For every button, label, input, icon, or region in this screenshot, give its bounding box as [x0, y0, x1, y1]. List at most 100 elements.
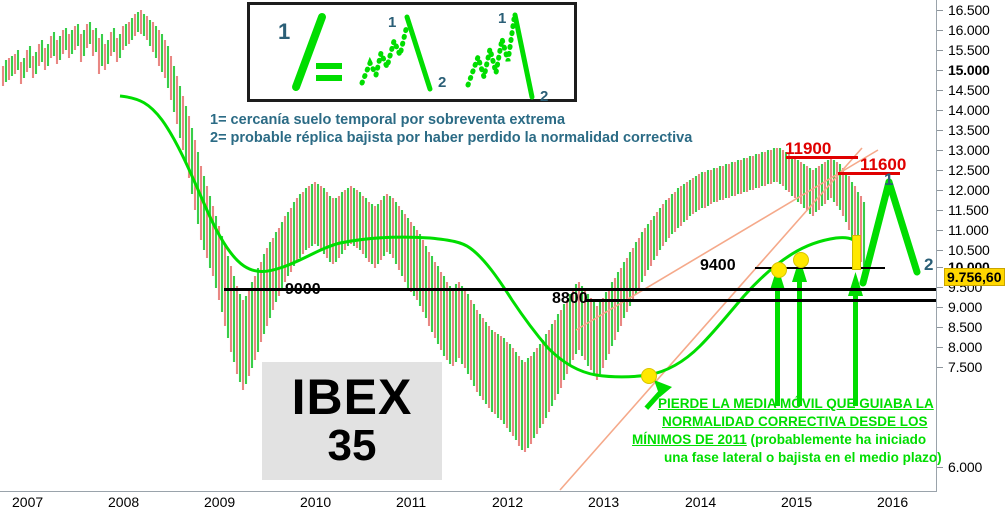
- marker-dot-9400-low: [771, 262, 787, 278]
- green-arrows: [644, 258, 863, 410]
- caption-line-3: MÍNIMOS DE 2011 (probablemente ha inicia…: [632, 432, 927, 447]
- pattern-a: [359, 14, 433, 92]
- x-axis-label: 2014: [685, 494, 717, 510]
- instrument-badge: IBEX 35: [262, 362, 442, 480]
- y-axis-tick: [937, 70, 943, 71]
- y-axis-label: 10.500: [948, 242, 990, 258]
- y-axis-label: 16.000: [948, 22, 990, 38]
- y-axis-tick: [937, 50, 943, 51]
- last-price-badge: 9.756,60: [944, 268, 1005, 286]
- y-axis-label: 14.500: [948, 82, 990, 98]
- y-axis-label: 6.000: [948, 459, 983, 475]
- arrow-up-2: [792, 258, 807, 406]
- y-axis-label: 16.500: [948, 2, 990, 18]
- y-axis-tick: [937, 210, 943, 211]
- y-axis-tick: [937, 190, 943, 191]
- x-axis-label: 2008: [108, 494, 140, 510]
- legend-symbol-number: 1: [278, 19, 290, 44]
- y-axis-tick: [937, 267, 943, 268]
- y-axis-label: 8.000: [948, 339, 983, 355]
- instrument-name: IBEX: [291, 368, 413, 425]
- x-axis-label: 2012: [492, 494, 524, 510]
- channel-lower-line: [559, 147, 863, 491]
- y-axis-tick: [937, 307, 943, 308]
- pattern-legend-box: 1 1 2 1 2: [247, 2, 577, 105]
- projection-zigzag: [859, 178, 921, 287]
- price-label-11900: 11900: [785, 139, 832, 158]
- y-axis-tick: [937, 130, 943, 131]
- y-axis-tick: [937, 170, 943, 171]
- price-label-9400: 9400: [700, 257, 736, 274]
- x-axis-label: 2015: [781, 494, 813, 510]
- slash-symbol: [292, 13, 326, 91]
- x-axis-label: 2011: [396, 494, 427, 510]
- y-axis-line: [936, 0, 937, 491]
- annotation-line-1: 1= cercanía suelo temporal por sobrevent…: [210, 112, 566, 128]
- price-label-8800: 8800: [552, 290, 588, 307]
- marker-dot-9400-high: [793, 252, 809, 268]
- arrow-to-ma-dot: [644, 380, 672, 410]
- y-axis-label: 11.500: [948, 202, 989, 218]
- caption-line-4: una fase lateral o bajista en el medio p…: [664, 450, 942, 465]
- arrow-up-1: [770, 266, 785, 406]
- y-axis-label: 15.500: [948, 42, 990, 58]
- price-label-11600: 11600: [860, 155, 907, 174]
- caption-line-3-rest: (probablemente ha iniciado: [746, 432, 927, 447]
- equals-bar-top: [316, 63, 342, 69]
- resistance-line-11900: [786, 156, 858, 159]
- y-axis-tick: [937, 287, 943, 288]
- y-axis-tick: [937, 110, 943, 111]
- projection-down-leg: [885, 178, 921, 276]
- x-axis-label: 2010: [300, 494, 332, 510]
- x-axis-label: 2007: [12, 494, 44, 510]
- y-axis-label: 11.000: [948, 222, 989, 238]
- y-axis-label: 12.000: [948, 182, 990, 198]
- y-axis-tick: [937, 467, 943, 468]
- marker-bar-last: [852, 235, 861, 270]
- y-axis-label: 13.000: [948, 142, 990, 158]
- caption-line-1: PIERDE LA MEDIA MÓVIL QUE GUIABA LA: [658, 396, 934, 411]
- y-axis-tick: [937, 10, 943, 11]
- x-axis-label: 2016: [877, 494, 909, 510]
- y-axis-tick: [937, 90, 943, 91]
- projection-up-leg: [859, 178, 893, 287]
- legend-pattern-a-2: 2: [438, 74, 446, 91]
- resistance-line-9400: [755, 267, 885, 269]
- legend-pattern-b-2: 2: [540, 88, 548, 105]
- x-axis-label: 2013: [588, 494, 620, 510]
- pattern-b: [465, 12, 535, 100]
- y-axis-label: 8.500: [948, 319, 983, 335]
- pattern-legend-svg: 1 1 2 1 2: [278, 10, 548, 105]
- candlestick-series: [1, 10, 866, 452]
- x-axis-label: 2009: [204, 494, 236, 510]
- equals-bar-bottom: [316, 75, 342, 81]
- y-axis-tick: [937, 30, 943, 31]
- x-axis-line: [0, 491, 937, 492]
- y-axis-tick: [937, 347, 943, 348]
- y-axis-label: 7.500: [948, 359, 983, 375]
- y-axis-tick: [937, 230, 943, 231]
- y-axis-label: 12.500: [948, 162, 990, 178]
- y-axis-label: 13.500: [948, 122, 990, 138]
- y-axis-tick: [937, 150, 943, 151]
- legend-pattern-a-1: 1: [388, 14, 396, 31]
- y-axis-label: 14.000: [948, 102, 990, 118]
- y-axis-label: 15.000: [948, 62, 990, 78]
- resistance-line-11600: [838, 172, 900, 175]
- support-line-9000: [224, 288, 936, 291]
- projection-label-1: 1: [884, 170, 894, 189]
- marker-dot-ma-2013: [641, 368, 657, 384]
- projection-label-2: 2: [924, 255, 934, 274]
- y-axis-label: 9.000: [948, 299, 983, 315]
- plot-area: [1, 10, 936, 491]
- caption-line-2: NORMALIDAD CORRECTIVA DESDE LOS: [662, 414, 928, 429]
- legend-pattern-b-1: 1: [498, 10, 506, 27]
- instrument-number: 35: [327, 420, 377, 470]
- arrow-up-3: [848, 272, 863, 406]
- y-axis-tick: [937, 250, 943, 251]
- y-axis-tick: [937, 367, 943, 368]
- price-label-9000: 9000: [285, 281, 321, 298]
- support-line-8800: [585, 299, 936, 302]
- y-axis-tick: [937, 327, 943, 328]
